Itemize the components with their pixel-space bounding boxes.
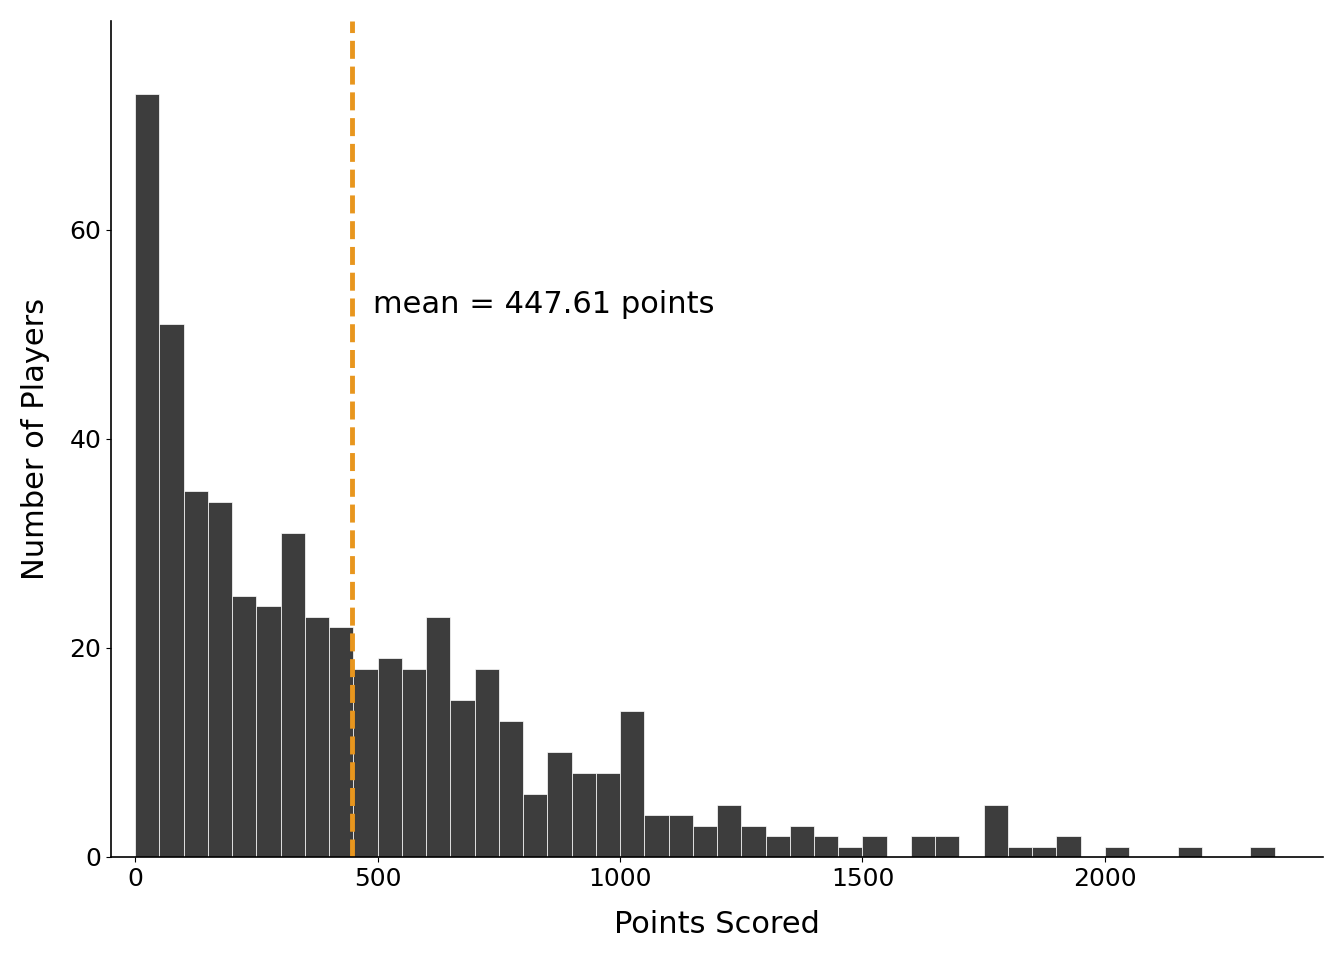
Bar [281, 533, 305, 857]
Bar [984, 804, 1008, 857]
Y-axis label: Number of Players: Number of Players [22, 298, 50, 580]
Bar [499, 721, 523, 857]
Bar [595, 774, 620, 857]
Bar [136, 94, 160, 857]
Bar [378, 659, 402, 857]
Bar [1056, 836, 1081, 857]
Bar [1250, 847, 1274, 857]
Bar [305, 616, 329, 857]
Bar [1322, 847, 1344, 857]
Bar [450, 700, 474, 857]
Bar [402, 669, 426, 857]
Bar [1105, 847, 1129, 857]
Bar [257, 606, 281, 857]
Bar [620, 710, 644, 857]
Bar [1008, 847, 1032, 857]
Bar [184, 492, 208, 857]
Text: mean = 447.61 points: mean = 447.61 points [372, 291, 714, 320]
Bar [1032, 847, 1056, 857]
Bar [644, 815, 668, 857]
X-axis label: Points Scored: Points Scored [614, 910, 820, 939]
Bar [814, 836, 839, 857]
Bar [863, 836, 887, 857]
Bar [571, 774, 595, 857]
Bar [935, 836, 960, 857]
Bar [790, 826, 814, 857]
Bar [716, 804, 742, 857]
Bar [547, 753, 571, 857]
Bar [692, 826, 716, 857]
Bar [766, 836, 790, 857]
Bar [160, 324, 184, 857]
Bar [911, 836, 935, 857]
Bar [839, 847, 863, 857]
Bar [668, 815, 692, 857]
Bar [353, 669, 378, 857]
Bar [208, 502, 233, 857]
Bar [426, 616, 450, 857]
Bar [474, 669, 499, 857]
Bar [1177, 847, 1202, 857]
Bar [233, 596, 257, 857]
Bar [742, 826, 766, 857]
Bar [329, 627, 353, 857]
Bar [523, 794, 547, 857]
